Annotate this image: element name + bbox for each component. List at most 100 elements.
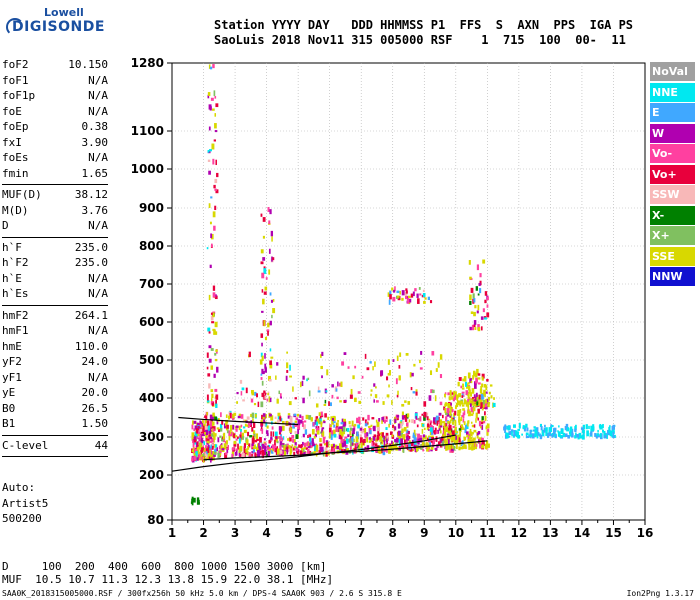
echo-point xyxy=(409,447,413,452)
echo-point xyxy=(377,426,380,432)
echo-point xyxy=(387,359,390,365)
echo-point xyxy=(428,395,432,401)
echo-point xyxy=(477,408,480,414)
param-value: N/A xyxy=(88,104,108,118)
echo-point xyxy=(317,386,320,391)
echo-point xyxy=(458,421,461,426)
echo-point xyxy=(241,453,245,459)
echo-point xyxy=(480,402,483,409)
echo-point xyxy=(424,297,427,300)
echo-point xyxy=(259,437,262,443)
echo-point xyxy=(277,412,281,417)
echo-point xyxy=(396,414,400,418)
echo-point xyxy=(567,434,570,439)
echo-point xyxy=(323,443,327,446)
echo-point xyxy=(270,450,273,454)
echo-point xyxy=(387,292,391,297)
echo-point xyxy=(590,432,593,437)
echo-point xyxy=(378,418,381,422)
echo-point xyxy=(467,421,469,427)
echo-point xyxy=(398,375,401,381)
param-row: foE N/A xyxy=(2,105,108,121)
echo-point xyxy=(319,417,322,422)
echo-point xyxy=(271,314,273,319)
echo-point xyxy=(449,405,452,411)
echo-point xyxy=(279,441,283,447)
echo-point xyxy=(429,370,433,376)
echo-point xyxy=(558,425,560,428)
header-labels: Station YYYY DAY DDD HHMMSS P1 FFS S AXN… xyxy=(214,18,634,32)
echo-point xyxy=(208,358,212,363)
echo-point xyxy=(490,395,493,399)
param-value: 264.1 xyxy=(74,308,108,322)
echo-point xyxy=(302,375,305,380)
echo-point xyxy=(215,394,219,400)
echo-point xyxy=(276,440,279,444)
echo-point xyxy=(226,424,229,429)
echo-point xyxy=(411,372,414,377)
echo-point xyxy=(265,430,269,434)
echo-point xyxy=(209,439,212,443)
echo-point xyxy=(588,425,590,430)
echo-point xyxy=(540,434,543,439)
echo-point xyxy=(196,501,200,505)
echo-point xyxy=(422,292,426,297)
echo-point xyxy=(279,437,281,442)
echo-point xyxy=(289,417,293,423)
echo-point xyxy=(470,421,473,424)
echo-point xyxy=(352,428,355,435)
echo-point xyxy=(515,431,519,438)
echo-point xyxy=(408,419,411,423)
echo-point xyxy=(482,403,485,408)
echo-point xyxy=(566,427,570,432)
echo-point xyxy=(207,94,210,99)
echo-point xyxy=(419,359,421,364)
echo-point xyxy=(193,439,197,443)
echo-point xyxy=(328,401,330,406)
echo-point xyxy=(458,416,461,421)
echo-point xyxy=(279,450,283,454)
echo-point xyxy=(475,412,478,419)
echo-point xyxy=(374,446,377,453)
echo-point xyxy=(470,287,474,293)
echo-point xyxy=(211,443,214,447)
echo-point xyxy=(223,423,227,429)
echo-point xyxy=(438,428,441,431)
param-name: hmF1 xyxy=(2,324,29,337)
echo-point xyxy=(239,434,242,440)
echo-point xyxy=(331,384,334,388)
echo-point xyxy=(419,293,422,296)
echo-point xyxy=(418,287,421,290)
echo-point xyxy=(472,441,475,446)
auto-code: 500200 xyxy=(2,512,42,525)
echo-point xyxy=(601,425,603,430)
echo-point xyxy=(582,430,585,434)
echo-point xyxy=(191,457,194,462)
echo-point xyxy=(466,434,469,438)
echo-point xyxy=(343,440,347,447)
echo-point xyxy=(196,457,199,461)
echo-point xyxy=(474,305,477,309)
echo-point xyxy=(389,290,392,297)
echo-point xyxy=(356,419,360,424)
echo-point xyxy=(314,416,317,422)
echo-point xyxy=(194,431,198,438)
echo-point xyxy=(358,416,361,421)
echo-point xyxy=(396,290,400,294)
echo-point xyxy=(235,438,238,441)
echo-point xyxy=(274,436,277,443)
legend-item-vo: Vo- xyxy=(650,144,695,163)
echo-point xyxy=(261,443,265,449)
echo-point xyxy=(485,426,488,430)
echo-point xyxy=(213,184,216,189)
echo-point xyxy=(267,447,270,451)
echo-point xyxy=(280,396,282,399)
echo-point xyxy=(276,448,280,455)
echo-point xyxy=(214,123,217,129)
echo-point xyxy=(358,400,362,404)
param-name: foF1p xyxy=(2,89,36,102)
echo-point xyxy=(309,434,312,438)
echo-point xyxy=(430,449,433,452)
echo-point xyxy=(249,424,253,427)
echo-point xyxy=(486,296,489,301)
